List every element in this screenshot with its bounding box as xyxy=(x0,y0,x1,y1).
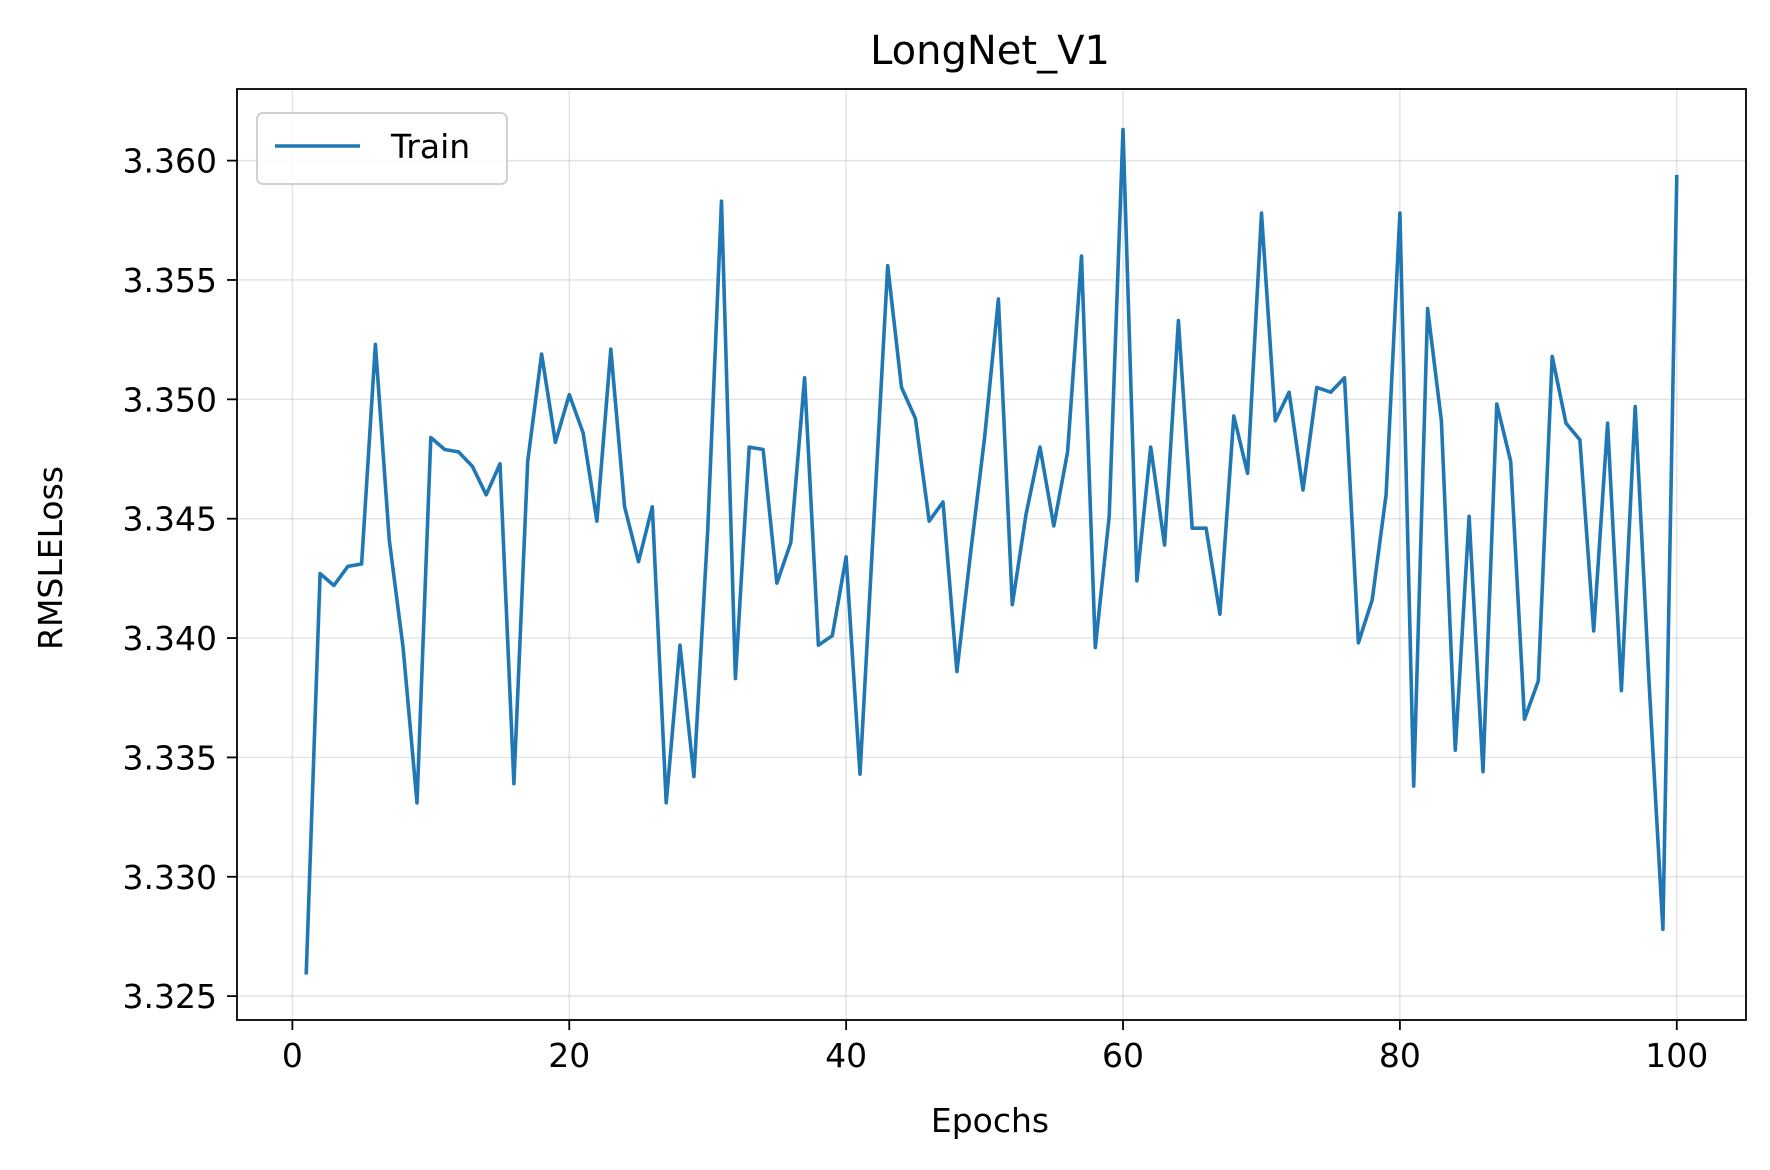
chart-title: LongNet_V1 xyxy=(870,28,1110,74)
legend-box xyxy=(256,112,508,185)
y-tick-label: 3.355 xyxy=(123,261,217,300)
y-tick-label: 3.350 xyxy=(123,380,217,419)
y-tick-label: 3.335 xyxy=(123,738,217,777)
legend: Train xyxy=(256,112,508,185)
x-tick-label: 100 xyxy=(1645,1036,1708,1075)
grid xyxy=(237,89,1746,1020)
y-tick-label: 3.360 xyxy=(123,142,217,181)
x-tick-label: 80 xyxy=(1379,1036,1421,1075)
x-axis-ticks: 0 20 40 60 80 100 xyxy=(282,1020,1708,1075)
x-tick-label: 40 xyxy=(825,1036,867,1075)
y-axis-label: RMSLELoss xyxy=(31,466,70,650)
x-tick-label: 60 xyxy=(1102,1036,1144,1075)
plot-frame xyxy=(236,88,1747,1021)
x-tick-label: 20 xyxy=(548,1036,590,1075)
series-layer xyxy=(304,127,1679,975)
y-axis-ticks: 3.325 3.330 3.335 3.340 3.345 3.350 3.355 3.360 xyxy=(123,142,237,1016)
y-tick-label: 3.345 xyxy=(123,500,217,539)
y-tick-label: 3.330 xyxy=(123,858,217,897)
series-line-train xyxy=(304,127,1679,975)
x-axis-label: Epochs xyxy=(931,1101,1049,1140)
y-tick-label: 3.325 xyxy=(123,977,217,1016)
legend-label-train: Train xyxy=(390,127,470,166)
y-tick-label: 3.340 xyxy=(123,619,217,658)
x-tick-label: 0 xyxy=(282,1036,303,1075)
